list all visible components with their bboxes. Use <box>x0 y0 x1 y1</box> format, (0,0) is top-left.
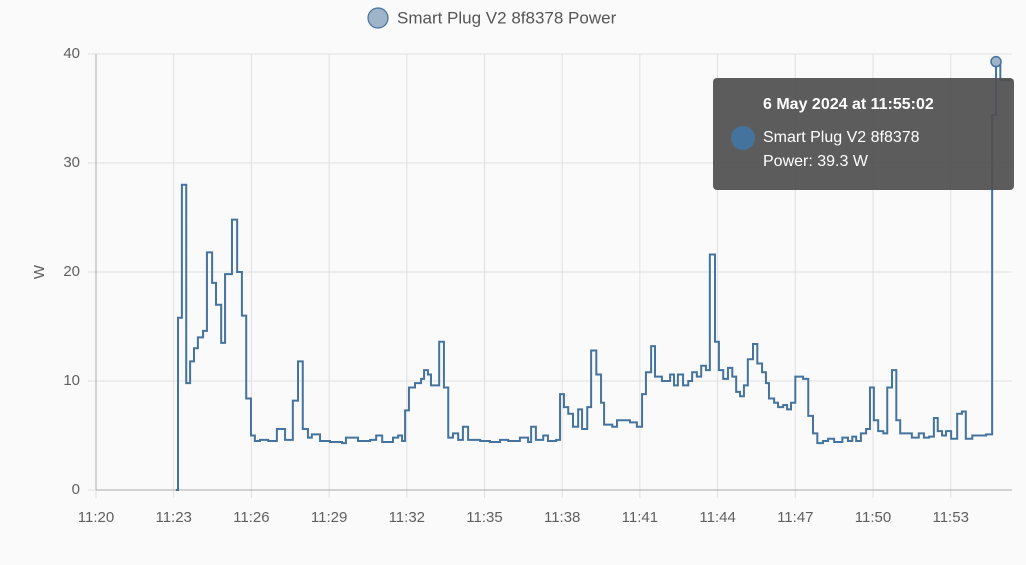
x-tick-label: 11:38 <box>544 509 580 526</box>
y-axis-label: W <box>31 264 48 279</box>
x-tick-label: 11:50 <box>855 509 891 526</box>
tooltip-title: 6 May 2024 at 11:55:02 <box>763 96 934 113</box>
y-tick-label: 40 <box>63 45 80 62</box>
highlight-point <box>990 55 1002 68</box>
y-tick-label: 20 <box>63 263 80 280</box>
line-series <box>175 60 1012 491</box>
tooltip-text: Power: 39.3 W <box>763 153 868 170</box>
x-tick-label: 11:35 <box>466 509 502 526</box>
legend-label[interactable]: Smart Plug V2 8f8378 Power <box>397 8 617 27</box>
y-tick-label: 0 <box>72 481 80 498</box>
x-tick-label: 11:26 <box>233 509 269 526</box>
x-tick-label: 11:32 <box>389 509 425 526</box>
x-tick-label: 11:53 <box>932 509 968 526</box>
x-tick-label: 11:29 <box>311 509 347 526</box>
x-tick-label: 11:41 <box>622 509 658 526</box>
x-tick-label: 11:20 <box>78 509 114 526</box>
tooltip-series: Smart Plug V2 8f8378 <box>763 129 920 146</box>
x-tick-label: 11:47 <box>777 509 813 526</box>
legend-swatch[interactable] <box>367 7 389 29</box>
tooltip: 6 May 2024 at 11:55:02 Smart Plug V2 8f8… <box>713 78 1014 190</box>
x-tick-label: 11:44 <box>699 509 735 526</box>
y-tick-label: 10 <box>63 372 80 389</box>
tooltip-swatch <box>731 126 755 150</box>
y-tick-label: 30 <box>63 154 80 171</box>
x-tick-label: 11:23 <box>155 509 191 526</box>
